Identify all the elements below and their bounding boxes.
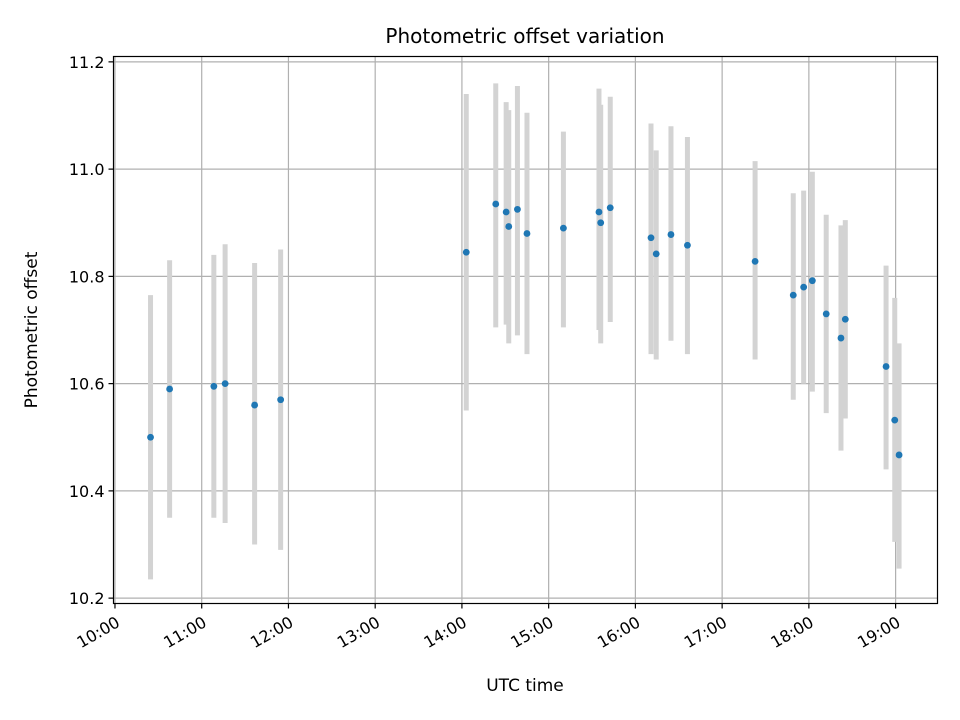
data-point-29 bbox=[895, 451, 903, 459]
data-point-13 bbox=[595, 208, 603, 216]
data-point-16 bbox=[647, 234, 655, 242]
y-tick-label-0: 10.2 bbox=[69, 589, 105, 608]
data-point-23 bbox=[808, 277, 816, 285]
data-point-2 bbox=[210, 382, 218, 390]
chart-title: Photometric offset variation bbox=[385, 24, 664, 48]
data-point-10 bbox=[514, 205, 521, 213]
y-tick-label-3: 10.8 bbox=[69, 267, 105, 286]
data-point-26 bbox=[841, 315, 849, 323]
data-point-9 bbox=[505, 223, 513, 230]
data-point-27 bbox=[882, 363, 890, 370]
points bbox=[147, 200, 903, 459]
data-point-12 bbox=[560, 224, 567, 232]
data-point-8 bbox=[502, 208, 510, 216]
data-point-11 bbox=[523, 230, 531, 237]
data-point-6 bbox=[462, 248, 470, 256]
data-point-3 bbox=[221, 380, 229, 388]
data-point-24 bbox=[822, 310, 830, 318]
y-tick-label-4: 11.0 bbox=[69, 160, 105, 179]
data-point-25 bbox=[837, 334, 845, 342]
y-tick-label-2: 10.6 bbox=[69, 375, 105, 394]
data-point-1 bbox=[166, 385, 174, 393]
x-axis-label: UTC time bbox=[486, 676, 564, 696]
data-point-28 bbox=[891, 416, 899, 424]
y-axis-label: Photometric offset bbox=[22, 251, 42, 408]
y-tick-label-1: 10.4 bbox=[69, 482, 105, 501]
data-point-15 bbox=[606, 204, 614, 212]
data-point-5 bbox=[277, 396, 285, 404]
y-tick-label-5: 11.2 bbox=[69, 53, 105, 72]
data-point-4 bbox=[251, 401, 259, 409]
data-point-7 bbox=[492, 200, 500, 208]
plot-frame bbox=[112, 55, 939, 605]
y-axis-ticks: 10.2 10.4 10.6 10.8 11.0 11.2 bbox=[69, 53, 114, 608]
data-point-14 bbox=[597, 219, 605, 227]
data-point-18 bbox=[667, 231, 675, 238]
data-point-22 bbox=[800, 283, 808, 291]
data-point-17 bbox=[652, 250, 660, 258]
data-point-19 bbox=[684, 241, 691, 249]
data-point-21 bbox=[789, 291, 797, 299]
data-point-0 bbox=[147, 433, 154, 441]
data-point-20 bbox=[751, 257, 759, 265]
